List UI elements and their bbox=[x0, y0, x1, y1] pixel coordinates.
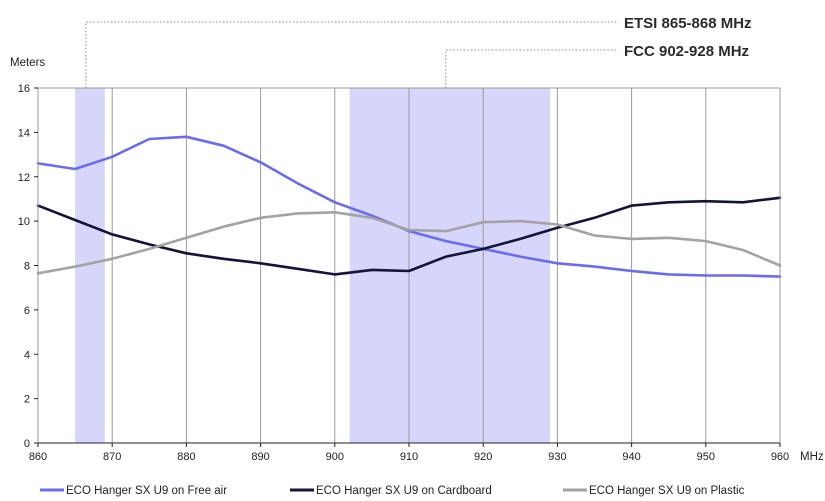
x-tick-label: 950 bbox=[697, 451, 715, 463]
grid bbox=[111, 88, 707, 443]
x-tick-label: 880 bbox=[177, 451, 195, 463]
x-tick-label: 860 bbox=[29, 451, 47, 463]
x-tick-label: 960 bbox=[771, 451, 789, 463]
series-line-2 bbox=[36, 211, 782, 275]
legend-label-0: ECO Hanger SX U9 on Free air bbox=[66, 485, 227, 497]
legend-label-1: ECO Hanger SX U9 on Cardboard bbox=[316, 485, 492, 497]
axes: 0 2 4 6 8 10 12 14 16 860 870 880 890 900 910 920 930 940… bbox=[18, 83, 789, 463]
y-axis-label: Meters bbox=[10, 57, 45, 69]
y-tick-label: 6 bbox=[24, 305, 30, 317]
legend-label-2: ECO Hanger SX U9 on Plastic bbox=[589, 485, 745, 497]
band-label-0: ETSI 865-868 MHz bbox=[624, 15, 752, 32]
y-tick-label: 0 bbox=[24, 438, 30, 450]
y-tick-label: 8 bbox=[24, 261, 30, 273]
x-tick-label: 900 bbox=[326, 451, 344, 463]
x-axis-unit: MHz bbox=[800, 451, 824, 463]
y-tick-label: 4 bbox=[24, 349, 30, 361]
series-line-1 bbox=[36, 196, 782, 276]
x-tick-label: 870 bbox=[103, 451, 121, 463]
y-tick-label: 2 bbox=[24, 394, 30, 406]
band-leader-0 bbox=[85, 21, 618, 88]
x-tick-label: 940 bbox=[622, 451, 640, 463]
x-tick-label: 920 bbox=[474, 451, 492, 463]
band-label-1: FCC 902-928 MHz bbox=[624, 43, 749, 60]
y-tick-label: 16 bbox=[18, 83, 30, 95]
y-tick-label: 12 bbox=[18, 172, 30, 184]
legend: ECO Hanger SX U9 on Free air ECO Hanger S… bbox=[40, 485, 745, 497]
band-leader-1 bbox=[445, 49, 618, 88]
y-tick-label: 14 bbox=[18, 127, 30, 139]
band-annotations: ETSI 865-868 MHz FCC 902-928 MHz bbox=[85, 15, 752, 88]
x-tick-label: 890 bbox=[251, 451, 269, 463]
frequency-bands bbox=[75, 88, 550, 443]
x-tick-label: 930 bbox=[548, 451, 566, 463]
band-1 bbox=[349, 88, 550, 443]
y-tick-label: 10 bbox=[18, 216, 30, 228]
x-tick-label: 910 bbox=[400, 451, 418, 463]
series-lines bbox=[36, 135, 782, 278]
